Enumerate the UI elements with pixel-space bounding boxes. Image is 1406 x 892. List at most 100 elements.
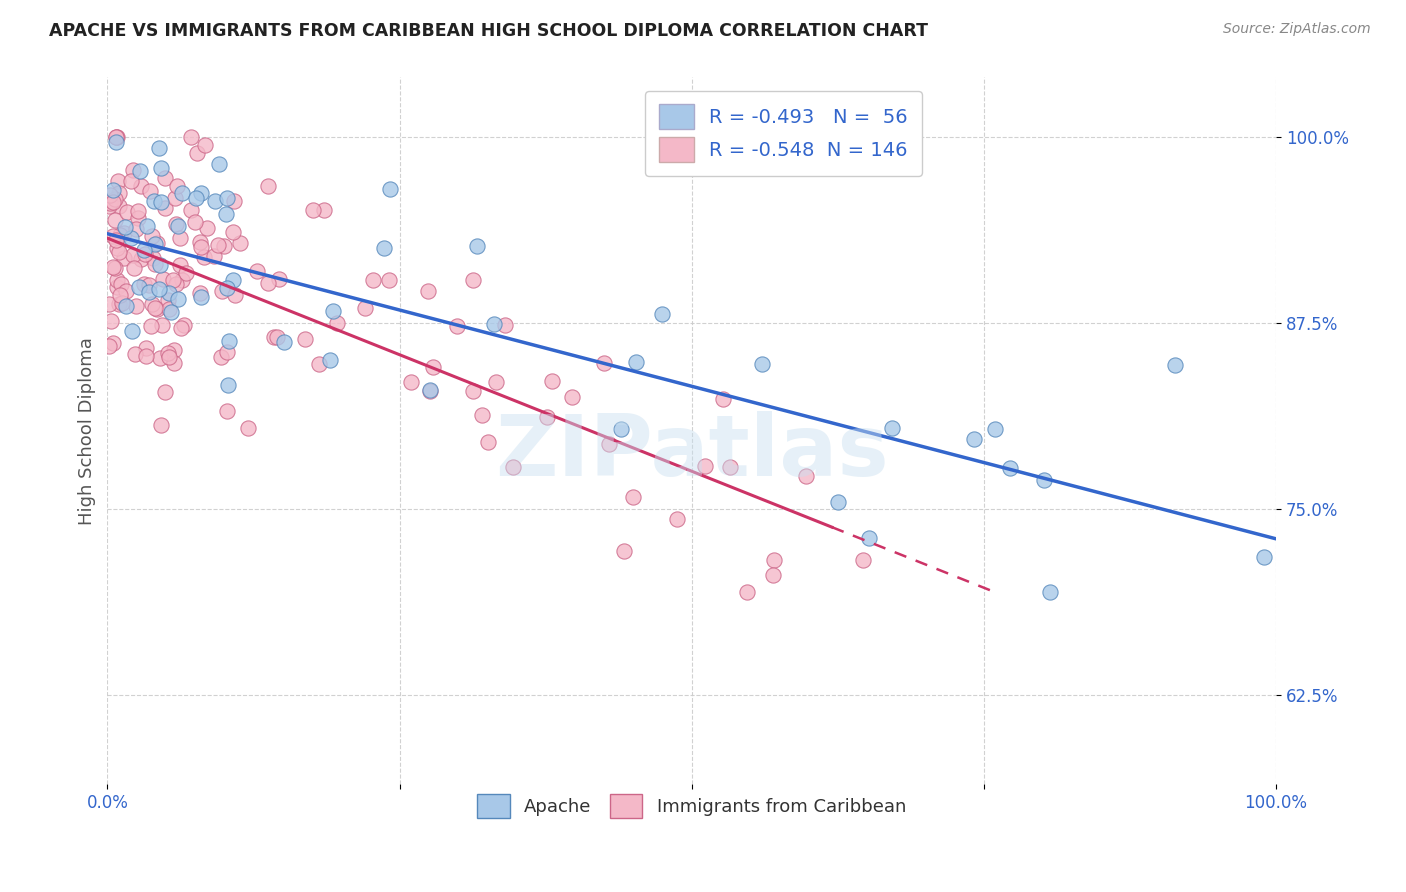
Point bbox=[97, 339, 120, 353]
Point bbox=[209, 350, 232, 364]
Point bbox=[419, 384, 441, 398]
Point bbox=[108, 186, 131, 200]
Point bbox=[598, 437, 620, 451]
Point bbox=[301, 203, 323, 218]
Point bbox=[167, 292, 190, 306]
Point bbox=[208, 157, 231, 171]
Point bbox=[127, 204, 149, 219]
Point bbox=[211, 284, 233, 298]
Point bbox=[378, 182, 401, 196]
Point bbox=[180, 130, 202, 145]
Point bbox=[536, 410, 558, 425]
Point bbox=[325, 317, 347, 331]
Point bbox=[422, 359, 444, 374]
Point bbox=[963, 432, 986, 446]
Point bbox=[361, 273, 384, 287]
Point bbox=[162, 356, 184, 370]
Point bbox=[827, 494, 849, 508]
Point bbox=[163, 343, 186, 358]
Point bbox=[125, 222, 148, 236]
Point bbox=[624, 355, 647, 369]
Point bbox=[711, 392, 734, 406]
Point bbox=[135, 349, 157, 363]
Point bbox=[127, 211, 149, 225]
Point bbox=[165, 277, 187, 291]
Point bbox=[718, 460, 741, 475]
Point bbox=[104, 192, 127, 206]
Point bbox=[104, 212, 127, 227]
Point bbox=[984, 422, 1007, 436]
Point bbox=[149, 258, 172, 272]
Point bbox=[148, 282, 170, 296]
Point bbox=[143, 301, 166, 315]
Point bbox=[267, 272, 290, 286]
Point bbox=[312, 203, 335, 218]
Point bbox=[124, 347, 146, 361]
Point bbox=[221, 272, 243, 286]
Point bbox=[153, 201, 176, 215]
Point bbox=[150, 318, 173, 332]
Point bbox=[322, 304, 344, 318]
Point bbox=[195, 220, 218, 235]
Point bbox=[169, 258, 191, 272]
Point bbox=[105, 280, 128, 294]
Point bbox=[217, 378, 239, 392]
Point bbox=[169, 231, 191, 245]
Point bbox=[215, 404, 238, 418]
Point bbox=[186, 145, 208, 160]
Point bbox=[135, 219, 157, 234]
Point bbox=[139, 184, 162, 198]
Point bbox=[157, 345, 180, 359]
Point bbox=[218, 334, 240, 348]
Point bbox=[465, 238, 488, 252]
Point bbox=[224, 194, 246, 209]
Point bbox=[190, 240, 212, 254]
Point bbox=[146, 301, 169, 316]
Point bbox=[105, 233, 128, 247]
Point bbox=[1253, 550, 1275, 565]
Point bbox=[104, 260, 127, 275]
Point bbox=[145, 236, 167, 251]
Point bbox=[222, 225, 245, 239]
Point bbox=[134, 246, 156, 260]
Point bbox=[502, 459, 524, 474]
Point bbox=[541, 374, 564, 388]
Point bbox=[138, 285, 160, 299]
Y-axis label: High School Diploma: High School Diploma bbox=[79, 337, 96, 524]
Point bbox=[399, 375, 422, 389]
Point bbox=[471, 408, 494, 422]
Point bbox=[128, 280, 150, 294]
Text: APACHE VS IMMIGRANTS FROM CARIBBEAN HIGH SCHOOL DIPLOMA CORRELATION CHART: APACHE VS IMMIGRANTS FROM CARIBBEAN HIGH… bbox=[49, 22, 928, 40]
Point bbox=[204, 194, 226, 209]
Point bbox=[224, 288, 246, 302]
Point bbox=[153, 170, 176, 185]
Legend: Apache, Immigrants from Caribbean: Apache, Immigrants from Caribbean bbox=[470, 788, 914, 825]
Point bbox=[561, 390, 583, 404]
Text: Source: ZipAtlas.com: Source: ZipAtlas.com bbox=[1223, 22, 1371, 37]
Point bbox=[98, 188, 121, 202]
Point bbox=[735, 585, 758, 599]
Point bbox=[129, 179, 152, 194]
Point bbox=[167, 219, 190, 233]
Point bbox=[695, 458, 717, 473]
Point bbox=[1163, 359, 1185, 373]
Point bbox=[256, 178, 278, 193]
Point bbox=[121, 324, 143, 338]
Point bbox=[172, 273, 194, 287]
Point bbox=[1033, 473, 1056, 487]
Point bbox=[101, 336, 124, 351]
Point bbox=[172, 186, 194, 200]
Point bbox=[190, 290, 212, 304]
Point bbox=[105, 130, 128, 145]
Point bbox=[621, 490, 644, 504]
Point bbox=[858, 531, 880, 545]
Point bbox=[1039, 584, 1062, 599]
Point bbox=[157, 301, 180, 316]
Point bbox=[120, 174, 142, 188]
Point bbox=[105, 135, 128, 149]
Text: ZIPatlas: ZIPatlas bbox=[495, 410, 889, 493]
Point bbox=[165, 191, 187, 205]
Point bbox=[212, 239, 235, 253]
Point bbox=[1000, 460, 1022, 475]
Point bbox=[138, 278, 160, 293]
